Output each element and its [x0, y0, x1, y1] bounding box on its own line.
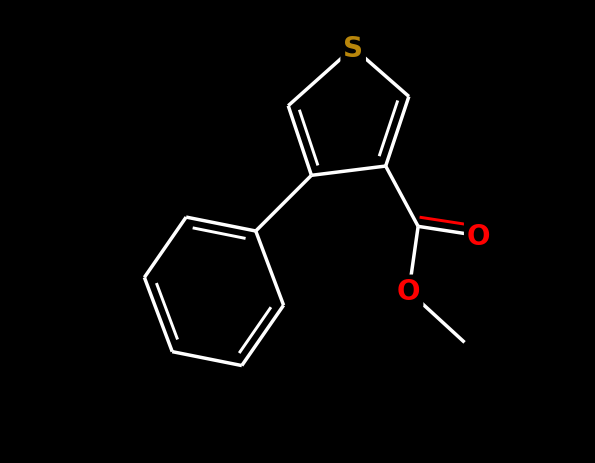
Text: O: O	[466, 222, 490, 250]
Text: O: O	[397, 278, 421, 306]
Text: S: S	[343, 35, 363, 63]
